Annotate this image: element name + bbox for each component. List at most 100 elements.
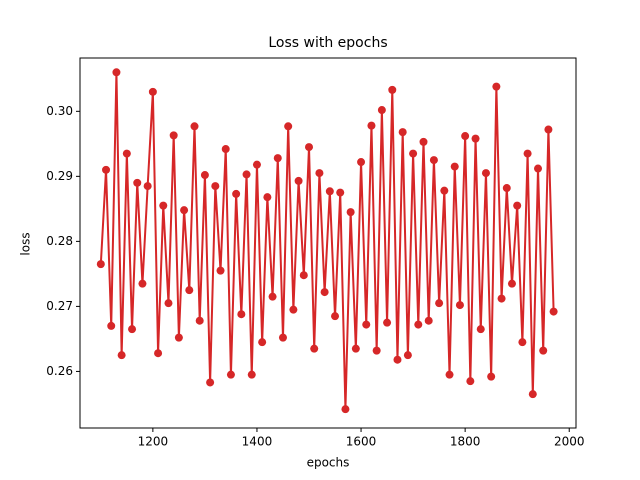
point [377,106,386,115]
point [419,137,428,146]
point [528,390,537,399]
point [320,288,329,297]
y-axis-label: loss [19,232,33,255]
point [305,143,314,152]
y-tick-label: 0.27 [46,299,73,313]
point [362,320,371,329]
point [154,349,163,358]
y-tick-label: 0.26 [46,364,73,378]
x-tick-label: 2000 [554,435,585,449]
point [393,355,402,364]
point [492,82,501,91]
point [315,169,324,178]
point [102,165,111,174]
point [497,294,506,303]
point [273,154,282,163]
point [429,156,438,165]
point [414,320,423,329]
x-tick-label: 1400 [242,435,273,449]
point [180,206,189,215]
point [346,208,355,217]
x-tick-label: 1200 [138,435,169,449]
point [445,370,454,379]
chart-title: Loss with epochs [268,35,387,51]
point [502,184,511,193]
point [476,325,485,334]
y-tick-label: 0.28 [46,234,73,248]
point [138,279,147,288]
point [206,378,215,387]
point [372,346,381,355]
point [128,325,137,334]
point [185,286,194,295]
point [398,128,407,137]
point [450,162,459,171]
point [169,131,178,140]
point [232,189,241,198]
point [440,186,449,195]
x-tick-label: 1800 [450,435,481,449]
point [435,299,444,308]
point [143,182,152,191]
point [117,351,126,360]
point [403,351,412,360]
point [174,333,183,342]
point [341,405,350,414]
point [289,305,298,314]
point [107,321,116,330]
point [190,122,199,131]
point [471,134,480,143]
point [133,178,142,187]
point [263,193,272,202]
point [164,299,173,308]
point [409,149,418,158]
point [336,188,345,197]
point [383,318,392,327]
point [388,85,397,94]
point [481,169,490,178]
point [331,312,340,321]
point [268,292,277,301]
point [455,301,464,310]
point [507,279,516,288]
point [513,201,522,210]
point [534,164,543,173]
point [523,149,532,158]
point [487,372,496,381]
y-tick-label: 0.29 [46,169,73,183]
point [216,266,225,275]
point [284,122,293,131]
point [278,333,287,342]
point [466,377,475,386]
plot-frame [79,57,577,429]
point [221,145,230,154]
point [252,160,261,169]
point [310,344,319,353]
point [112,68,121,77]
point [96,260,105,269]
point [367,121,376,130]
point [211,182,220,191]
point [247,370,256,379]
point [544,125,553,134]
x-axis-label: epochs [307,456,350,470]
y-tick-label: 0.30 [46,104,73,118]
point [159,201,168,210]
point [122,149,131,158]
point [325,187,334,196]
x-tick-label: 1600 [346,435,377,449]
point [357,158,366,167]
point [351,344,360,353]
point [294,176,303,185]
point [195,316,204,325]
point [258,338,267,347]
point [226,370,235,379]
point [299,271,308,280]
point [242,170,251,179]
line [99,72,555,410]
point [424,316,433,325]
point [200,171,209,180]
point [518,338,527,347]
point [539,346,548,355]
